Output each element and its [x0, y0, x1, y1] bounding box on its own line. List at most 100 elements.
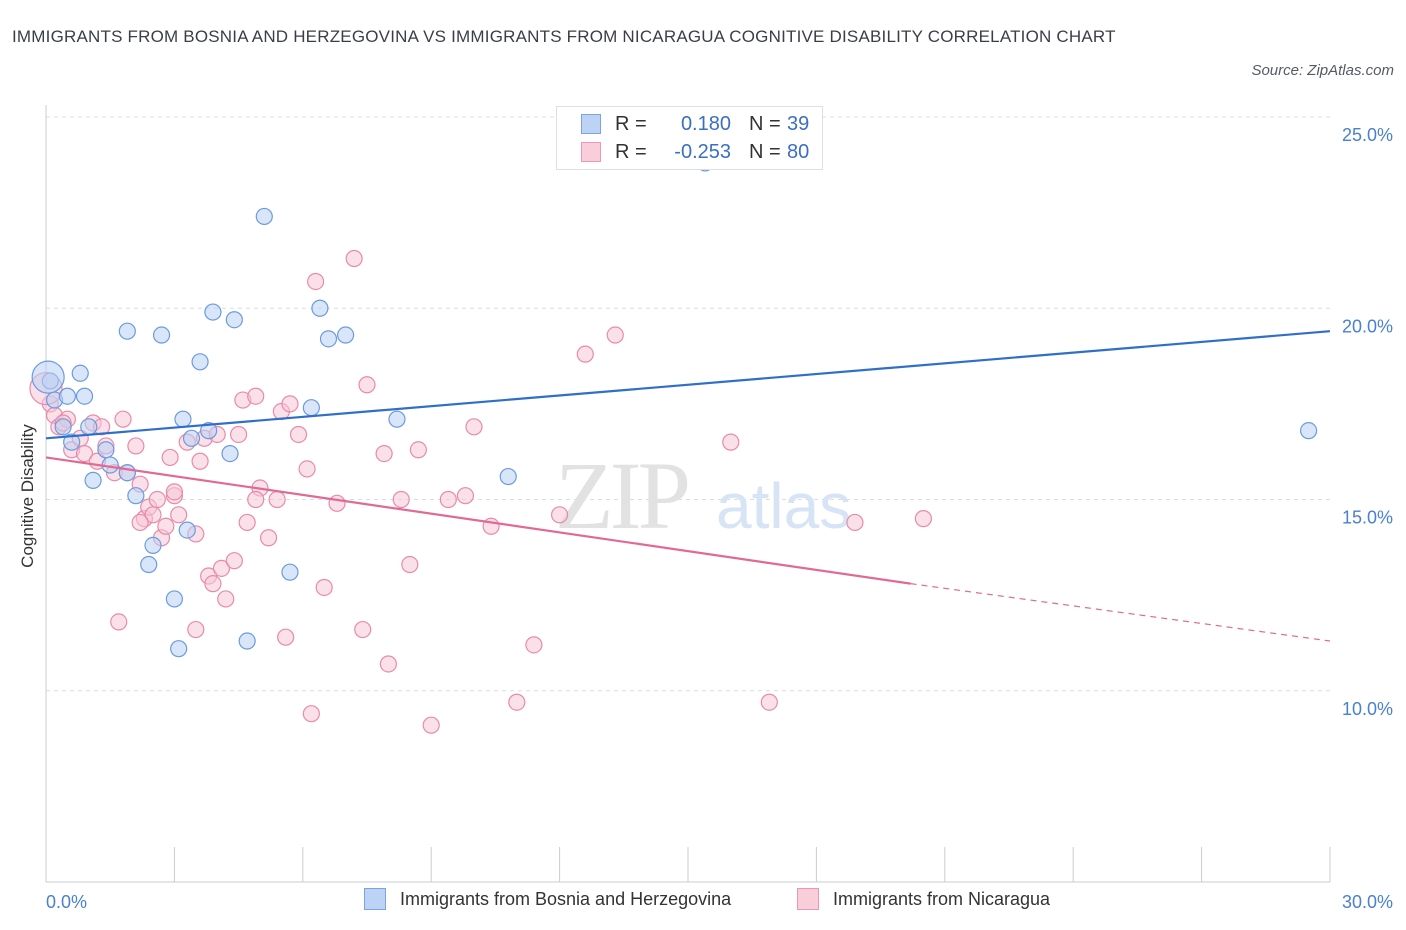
- nicaragua-point: [508, 693, 526, 711]
- bosnia-point: [58, 387, 77, 405]
- bosnia-point: [337, 326, 355, 344]
- nicaragua-point: [422, 716, 440, 734]
- source-label: Source: ZipAtlas.com: [1251, 62, 1394, 79]
- nicaragua-point: [307, 272, 325, 291]
- bosnia-point: [319, 330, 338, 348]
- nicaragua-point: [456, 487, 475, 505]
- nicaragua-point: [914, 510, 933, 528]
- nicaragua-point: [302, 705, 320, 723]
- bosnia-point: [174, 410, 192, 428]
- nicaragua-point: [392, 490, 410, 509]
- legend-swatch-blue: [581, 114, 601, 134]
- legend-swatch-pink: [581, 142, 601, 162]
- bosnia-point: [97, 441, 115, 459]
- bosnia-point: [191, 353, 209, 371]
- y-tick-label: 15.0%: [1342, 508, 1393, 528]
- nicaragua-point: [298, 460, 316, 478]
- bosnia-point: [80, 418, 98, 436]
- bosnia-trend-line: [45, 330, 1331, 440]
- nicaragua-point: [238, 513, 256, 532]
- bosnia-point: [127, 487, 145, 505]
- nicaragua-point: [127, 437, 145, 455]
- nicaragua-trend-extension: [910, 583, 1331, 642]
- legend-label-bosnia: Immigrants from Bosnia and Herzegovina: [400, 888, 732, 909]
- y-tick-label: 20.0%: [1342, 316, 1393, 336]
- bosnia-point: [31, 360, 65, 394]
- bosnia-point: [178, 521, 196, 539]
- legend-r-label: R =: [615, 140, 647, 163]
- bosnia-point: [118, 322, 136, 340]
- bosnia-point: [388, 410, 406, 428]
- bosnia-point: [182, 429, 201, 447]
- bosnia-point: [71, 364, 89, 382]
- y-tick-label: 10.0%: [1342, 699, 1393, 719]
- bosnia-point: [238, 632, 256, 650]
- legend-r-label: R =: [615, 112, 647, 135]
- x-tick-label: 0.0%: [46, 892, 87, 912]
- nicaragua-point: [606, 326, 624, 344]
- legend-swatch-blue: [364, 888, 386, 910]
- nicaragua-point: [110, 613, 128, 631]
- legend-row-bosnia: R = 0.180 N = 39: [581, 111, 809, 137]
- nicaragua-point: [165, 483, 183, 501]
- nicaragua-point: [550, 506, 569, 524]
- nicaragua-point: [75, 445, 94, 463]
- bosnia-point: [152, 326, 171, 344]
- bosnia-point: [1299, 422, 1318, 440]
- nicaragua-point: [187, 620, 205, 639]
- bosnia-point: [140, 555, 158, 574]
- bosnia-point: [311, 299, 329, 317]
- nicaragua-point: [409, 441, 427, 459]
- bosnia-point: [165, 590, 183, 608]
- legend-r-value: 0.180: [680, 112, 731, 135]
- bosnia-point: [499, 467, 517, 486]
- nicaragua-point: [277, 628, 295, 646]
- nicaragua-point: [379, 655, 397, 673]
- nicaragua-point: [161, 448, 179, 467]
- legend-n-value: 39: [787, 112, 810, 135]
- nicaragua-point: [225, 552, 243, 570]
- nicaragua-point: [281, 395, 299, 413]
- bosnia-point: [255, 207, 273, 226]
- bosnia-point: [204, 303, 222, 321]
- bosnia-point: [281, 563, 299, 581]
- correlation-legend: R = 0.180 N = 39 R = -0.253 N = 80: [556, 106, 823, 170]
- bosnia-point: [144, 536, 162, 555]
- nicaragua-point: [354, 620, 372, 639]
- nicaragua-point: [375, 445, 393, 463]
- nicaragua-point: [268, 490, 286, 509]
- bosnia-point: [221, 445, 239, 463]
- bosnia-point: [118, 464, 136, 482]
- nicaragua-point: [345, 249, 363, 268]
- bosnia-point: [75, 387, 94, 405]
- bosnia-point: [225, 311, 243, 329]
- y-axis-label: Cognitive Disability: [18, 424, 37, 568]
- bosnia-point: [63, 433, 81, 451]
- nicaragua-point: [230, 425, 248, 444]
- nicaragua-point: [401, 555, 419, 574]
- legend-n-label: N =: [749, 140, 781, 163]
- nicaragua-point: [315, 578, 333, 597]
- nicaragua-point: [217, 590, 235, 608]
- x-tick-label: 30.0%: [1342, 892, 1393, 912]
- nicaragua-point: [247, 387, 265, 405]
- nicaragua-point: [846, 513, 864, 532]
- nicaragua-point: [170, 506, 188, 524]
- legend-n-label: N =: [749, 112, 781, 135]
- series-legend: Immigrants from Bosnia and Herzegovina I…: [0, 888, 1406, 918]
- legend-item-nicaragua: Immigrants from Nicaragua: [797, 888, 1050, 910]
- legend-item-bosnia: Immigrants from Bosnia and Herzegovina: [364, 888, 731, 910]
- legend-n-value: 80: [787, 140, 810, 163]
- nicaragua-point: [358, 376, 376, 394]
- nicaragua-point: [525, 636, 543, 654]
- bosnia-point: [84, 471, 102, 489]
- bosnia-point: [302, 399, 320, 417]
- nicaragua-point: [760, 693, 778, 711]
- nicaragua-point: [439, 490, 457, 509]
- nicaragua-point: [465, 418, 483, 436]
- watermark-atlas: atlas: [716, 470, 851, 542]
- chart-title: IMMIGRANTS FROM BOSNIA AND HERZEGOVINA V…: [12, 27, 1116, 46]
- watermark-zip: ZIP: [555, 442, 688, 549]
- nicaragua-point: [247, 490, 265, 509]
- nicaragua-point: [289, 425, 308, 444]
